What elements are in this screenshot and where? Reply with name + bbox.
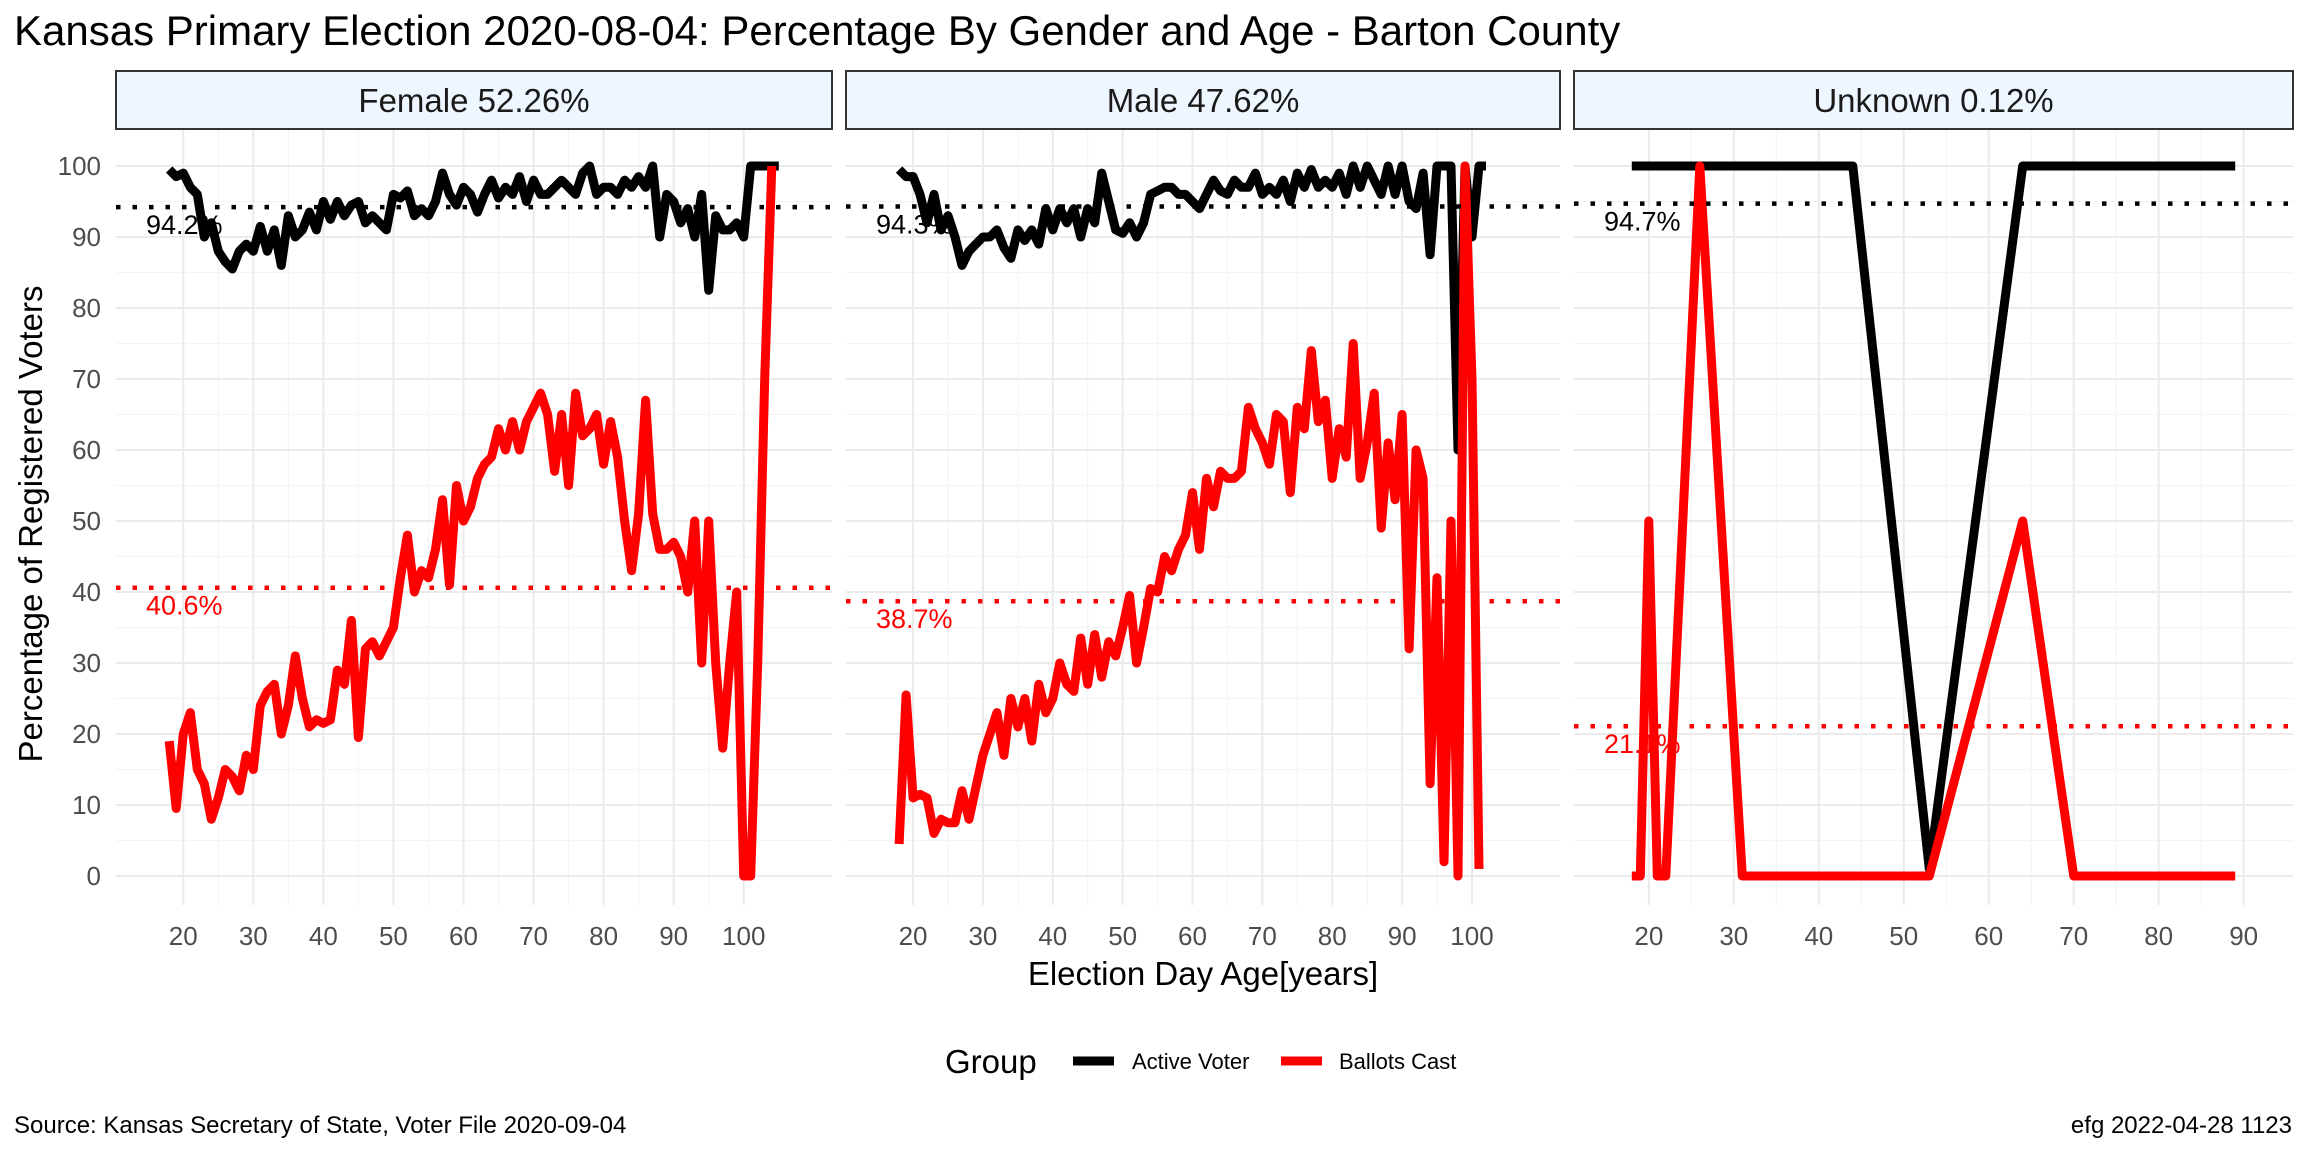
legend: Group Active Voter Ballots Cast [945,1043,1456,1080]
x-tick-label: 50 [379,921,408,951]
x-tick-label: 20 [899,921,928,951]
reference-label-ballots: 21.1% [1604,729,1681,759]
y-tick-label: 20 [72,719,101,749]
facet-strip [115,70,833,130]
y-tick-label: 40 [72,577,101,607]
x-tick-label: 50 [1108,921,1137,951]
x-tick-label: 20 [169,921,198,951]
x-tick-label: 80 [2144,921,2173,951]
y-tick-label: 90 [72,222,101,252]
y-tick-label: 60 [72,435,101,465]
facet-panel: Female 52.26% 0 10 20 30 40 50 60 70 80 90 100 20 30 4… [58,70,833,951]
reference-label-active: 94.3% [876,209,953,239]
y-tick-label: 10 [72,790,101,820]
x-tick-label: 40 [309,921,338,951]
facet-panel: Male 47.62% 20 30 40 50 60 70 80 90 100 94.3% 38.7% [845,70,1561,951]
legend-label-active-voter: Active Voter [1132,1049,1249,1074]
x-tick-label: 50 [1889,921,1918,951]
facet-strip [845,70,1561,130]
reference-label-active: 94.2% [146,210,223,240]
series-line-ballots-cast [164,165,777,881]
x-tick-label: 30 [968,921,997,951]
caption-credit: efg 2022-04-28 1123 [2071,1112,2292,1139]
x-tick-label: 80 [589,921,618,951]
x-tick-label: 40 [1038,921,1067,951]
y-tick-label: 0 [87,861,101,891]
facet-strip-label: Female 52.26% [358,82,589,119]
reference-label-ballots: 38.7% [876,604,953,634]
x-tick-label: 60 [1974,921,2003,951]
y-axis-title: Percentage of Registered Voters [12,286,49,763]
series-line-active-voter [895,161,1486,455]
x-tick-label: 60 [1178,921,1207,951]
series-line-ballots-cast [1631,161,2236,881]
facet-panels: Female 52.26% 0 10 20 30 40 50 60 70 80 90 100 20 30 4… [58,70,2294,951]
x-tick-label: 90 [1388,921,1417,951]
x-tick-label: 40 [1804,921,1833,951]
legend-title: Group [945,1043,1037,1080]
legend-label-ballots-cast: Ballots Cast [1339,1049,1456,1074]
x-tick-label: 30 [239,921,268,951]
chart-title: Kansas Primary Election 2020-08-04: Perc… [14,7,1620,54]
x-tick-label: 100 [722,921,765,951]
y-tick-label: 50 [72,506,101,536]
x-tick-label: 100 [1450,921,1493,951]
x-tick-label: 70 [519,921,548,951]
x-tick-label: 70 [2059,921,2088,951]
facet-strip-label: Unknown 0.12% [1813,82,2053,119]
x-tick-label: 90 [2229,921,2258,951]
x-tick-label: 70 [1248,921,1277,951]
x-tick-label: 20 [1634,921,1663,951]
caption-source: Source: Kansas Secretary of State, Voter… [14,1112,626,1139]
x-tick-label: 90 [659,921,688,951]
series-line-active-voter [165,161,779,295]
facet-strip [1573,70,2294,130]
y-tick-label: 70 [72,364,101,394]
y-tick-label: 100 [58,151,101,181]
x-tick-label: 80 [1318,921,1347,951]
facet-panel: Unknown 0.12% 20 30 40 50 60 70 80 90 94.7% 21.1% [1573,70,2294,951]
x-axis-title: Election Day Age[years] [1028,955,1378,992]
y-tick-label: 80 [72,293,101,323]
facet-strip-label: Male 47.62% [1107,82,1300,119]
y-tick-label: 30 [72,648,101,678]
x-tick-label: 30 [1719,921,1748,951]
reference-label-active: 94.7% [1604,207,1681,237]
reference-label-ballots: 40.6% [146,591,223,621]
series-line-ballots-cast [894,161,1484,881]
x-tick-label: 60 [449,921,478,951]
